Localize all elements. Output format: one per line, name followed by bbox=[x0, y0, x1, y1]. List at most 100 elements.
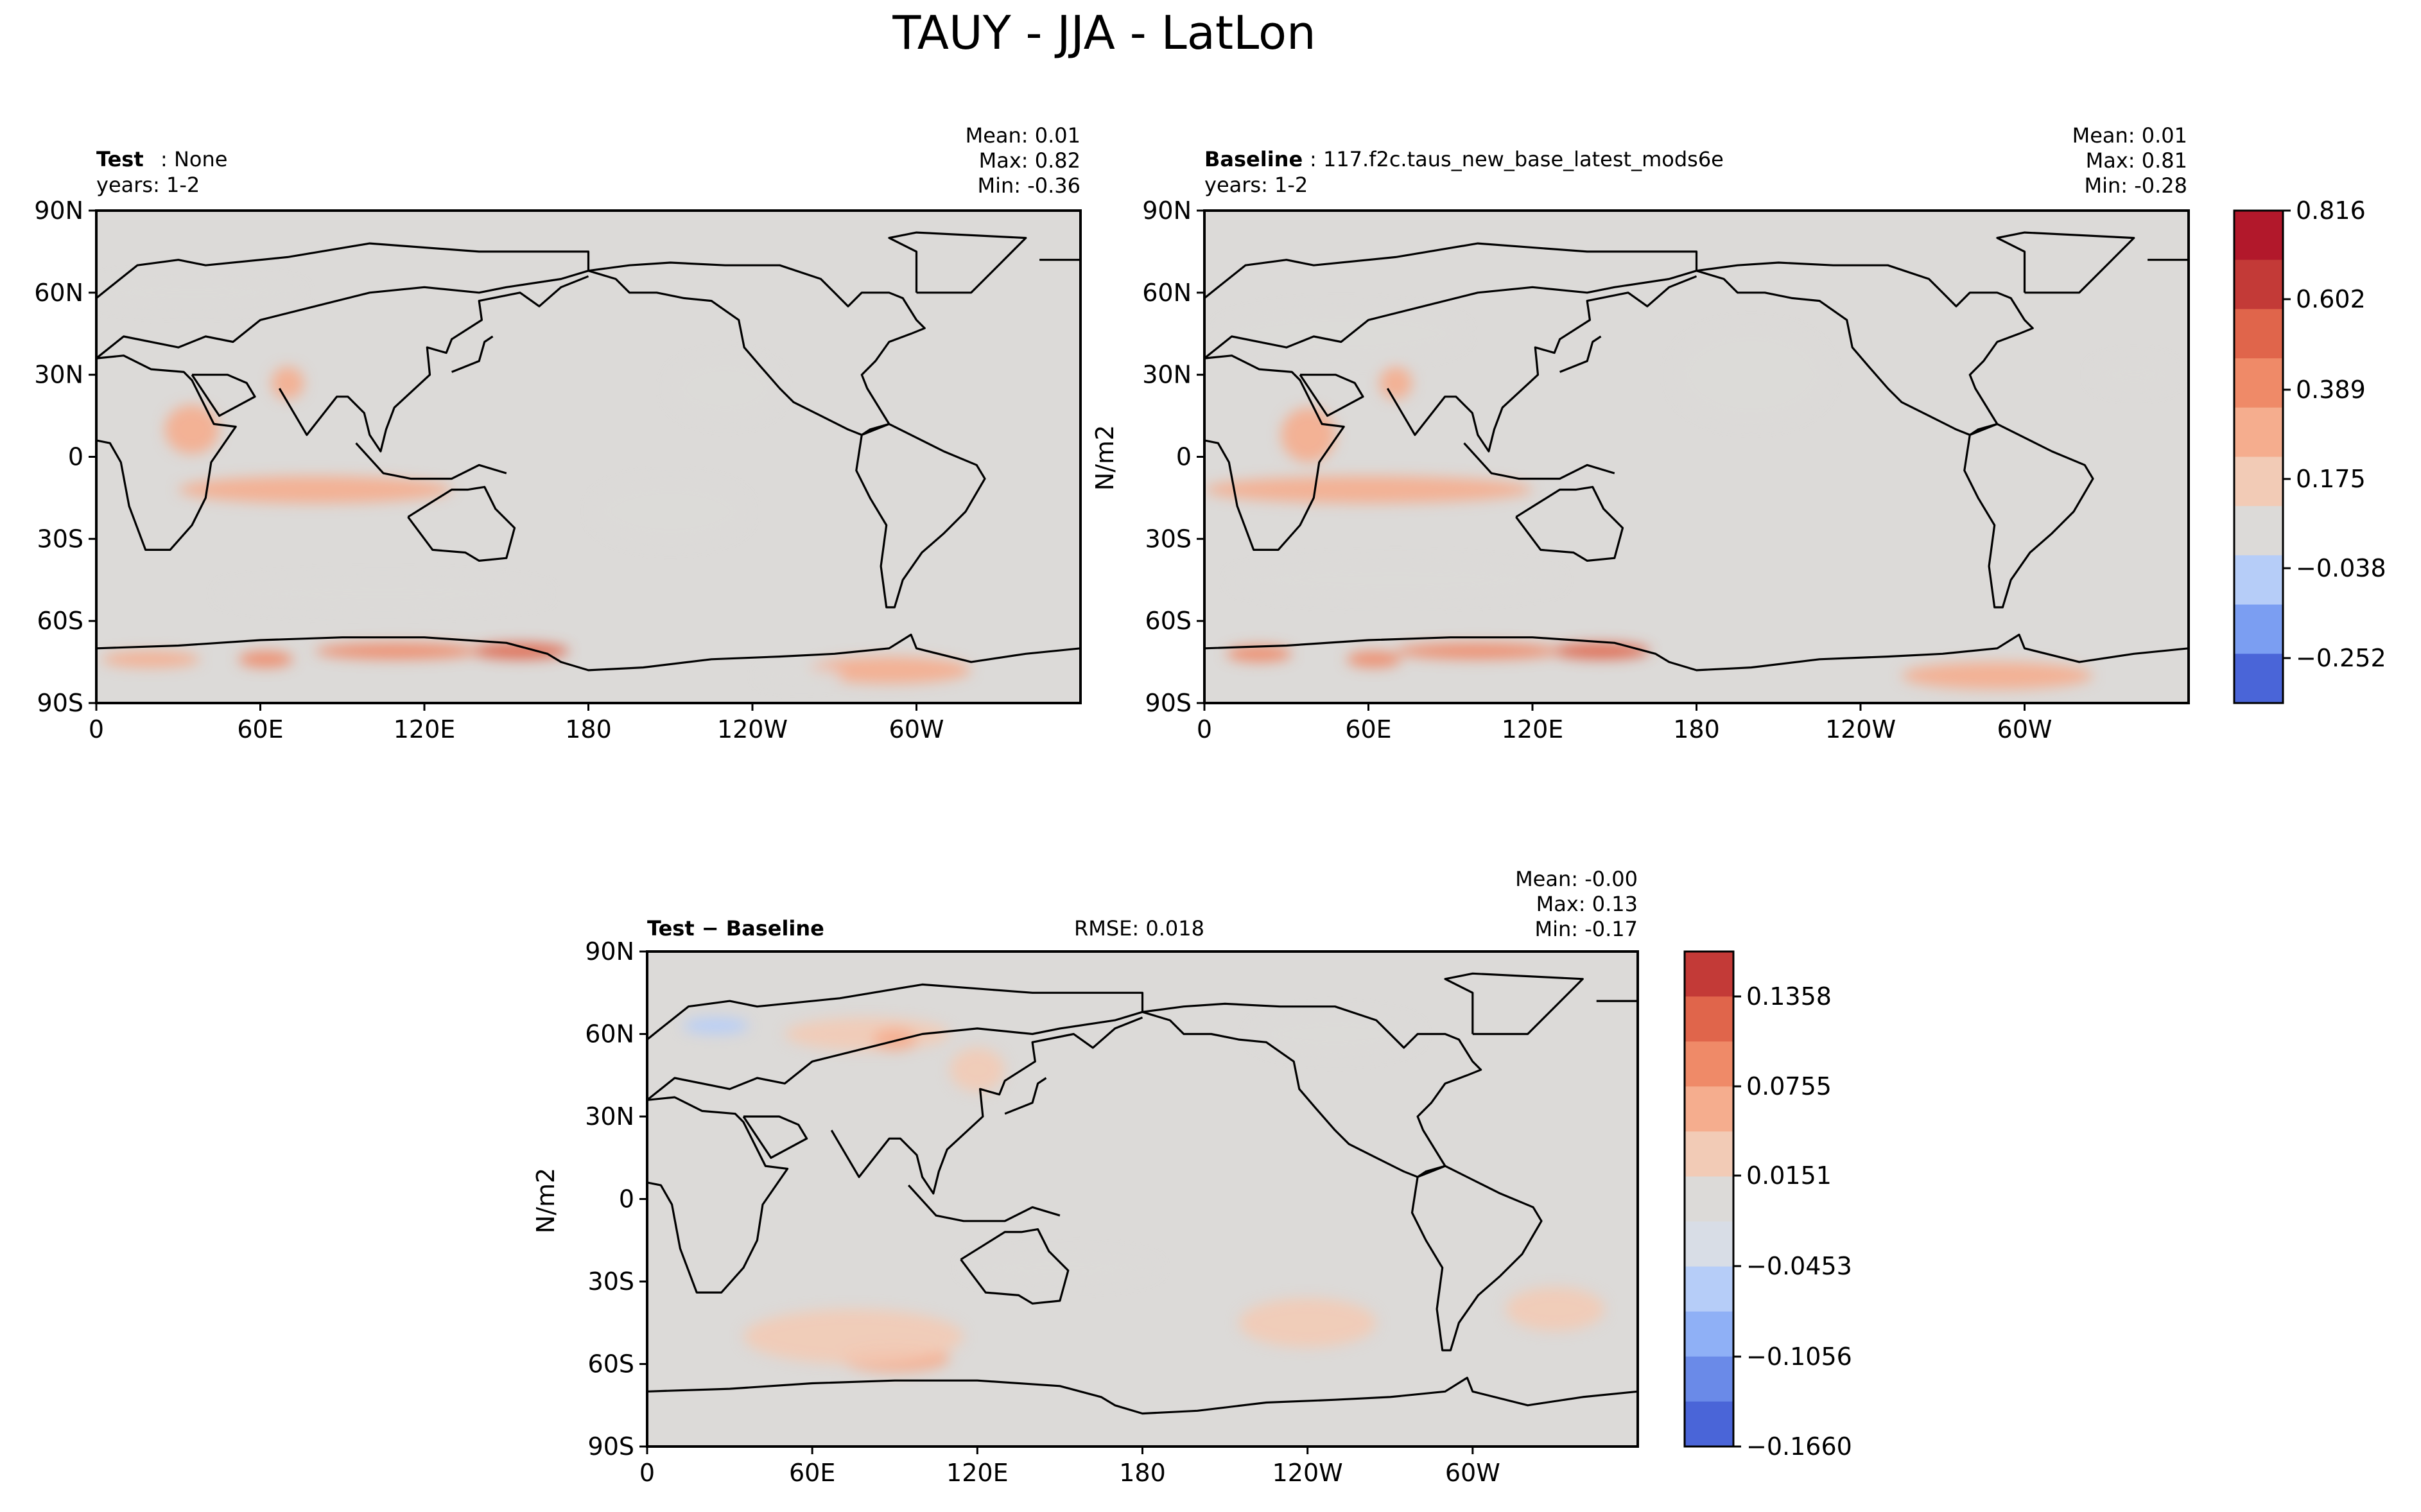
coastline bbox=[407, 485, 516, 562]
lon-tick-label: 0 bbox=[89, 715, 104, 743]
map-background bbox=[647, 952, 1638, 1447]
coastline bbox=[1515, 485, 1624, 562]
lat-tick-label: 60S bbox=[37, 607, 83, 635]
lat-tick-label: 90S bbox=[588, 1432, 634, 1461]
colorbar-tick-label: 0.602 bbox=[2296, 285, 2366, 313]
lon-tick-label: 120W bbox=[1825, 715, 1896, 743]
colorbar-segment bbox=[1685, 1176, 1733, 1222]
field-anomaly bbox=[271, 366, 304, 400]
colorbar-segment bbox=[2234, 506, 2283, 556]
lon-tick-label: 60E bbox=[1345, 715, 1391, 743]
lat-tick-label: 60S bbox=[1145, 607, 1192, 635]
colorbar-frame bbox=[1683, 950, 1735, 1448]
lat-tick-label: 30S bbox=[588, 1267, 634, 1296]
lat-tick-label: 60N bbox=[34, 279, 83, 307]
lon-tick-label: 60W bbox=[1445, 1459, 1500, 1487]
field-anomaly bbox=[1226, 645, 1292, 663]
baseline-max: Max: 0.81 bbox=[2086, 148, 2187, 173]
field-anomaly bbox=[1204, 476, 1532, 503]
coastline bbox=[855, 422, 986, 609]
lon-tick-label: 60E bbox=[237, 715, 283, 743]
lat-tick-label: 30N bbox=[1142, 361, 1192, 389]
lon-tick-label: 120E bbox=[1502, 715, 1564, 743]
lon-tick-label: 0 bbox=[639, 1459, 655, 1487]
field-anomaly bbox=[238, 651, 293, 668]
colorbar-segment bbox=[2234, 358, 2283, 408]
coastline bbox=[1204, 354, 1345, 551]
colorbar-segment bbox=[1685, 1266, 1733, 1312]
colorbar-segment bbox=[1685, 952, 1733, 997]
field-anomaly bbox=[96, 276, 302, 309]
coastline bbox=[1386, 275, 1697, 453]
field-anomaly bbox=[2092, 358, 2175, 392]
colorbar-segment bbox=[2234, 407, 2283, 457]
colorbar-segment bbox=[1685, 1401, 1733, 1447]
coastline bbox=[451, 335, 494, 373]
test-years: years: 1-2 bbox=[96, 173, 200, 197]
field-anomaly bbox=[1551, 643, 1651, 659]
diff-units: N/m2 bbox=[532, 1168, 560, 1233]
lon-tick-label: 180 bbox=[565, 715, 612, 743]
coastline bbox=[278, 275, 589, 453]
coastline bbox=[1963, 422, 2094, 609]
field-anomaly bbox=[471, 643, 569, 659]
figure-title: TAUY - JJA - LatLon bbox=[892, 6, 1315, 60]
field-anomaly bbox=[670, 355, 780, 422]
lon-tick-label: 120E bbox=[946, 1459, 1009, 1487]
lat-tick-label: 60N bbox=[1142, 279, 1192, 307]
colorbar-tick-label: 0.0151 bbox=[1746, 1161, 1832, 1190]
test-label-rest: : None bbox=[161, 147, 227, 171]
lat-tick-label: 90N bbox=[1142, 196, 1192, 225]
coastline bbox=[1142, 1002, 1482, 1178]
coastline bbox=[1204, 633, 2189, 672]
coastline bbox=[830, 1016, 1143, 1195]
lat-tick-label: 0 bbox=[619, 1185, 634, 1213]
field-anomaly bbox=[872, 1028, 917, 1051]
lon-tick-label: 180 bbox=[1673, 715, 1720, 743]
colorbar-segment bbox=[2234, 211, 2283, 261]
colorbar-segment bbox=[2234, 654, 2283, 704]
field-anomaly bbox=[1231, 560, 1560, 600]
colorbar-segment bbox=[1685, 1086, 1733, 1132]
baseline-min: Min: -0.28 bbox=[2084, 173, 2187, 198]
coastline bbox=[1696, 261, 2034, 436]
diff-mean: Mean: -0.00 bbox=[1515, 867, 1638, 891]
colorbar-tick-label: −0.0453 bbox=[1746, 1252, 1852, 1280]
lat-tick-label: 90S bbox=[1145, 689, 1192, 717]
colorbar-tick-label: 0.175 bbox=[2296, 465, 2366, 493]
coastline bbox=[888, 231, 1027, 294]
colorbar-tick-label: −0.038 bbox=[2296, 554, 2386, 582]
coastline bbox=[588, 261, 926, 436]
field-anomaly bbox=[178, 476, 452, 503]
colorbar-main: 0.816 0.602 0.389 0.175 −0.038 −0.252 bbox=[2233, 196, 2386, 704]
colorbar-segment bbox=[1685, 1041, 1733, 1087]
field-anomaly bbox=[1238, 1298, 1376, 1348]
lon-tick-label: 60W bbox=[889, 715, 944, 743]
colorbar-segment bbox=[2234, 259, 2283, 309]
coastline bbox=[647, 1096, 789, 1294]
colorbar-segment bbox=[1685, 1356, 1733, 1402]
lat-tick-label: 30S bbox=[37, 525, 83, 553]
lat-tick-label: 90N bbox=[34, 196, 83, 225]
baseline-mean: Mean: 0.01 bbox=[2072, 123, 2187, 148]
lat-tick-label: 90N bbox=[585, 937, 634, 966]
field-anomaly bbox=[101, 651, 200, 668]
field-anomaly bbox=[1396, 643, 1560, 659]
colorbar-tick-label: −0.1660 bbox=[1746, 1432, 1852, 1461]
colorbar-segment bbox=[1685, 996, 1733, 1042]
map-background bbox=[1204, 211, 2189, 703]
coastline bbox=[355, 442, 507, 480]
lat-tick-label: 0 bbox=[68, 443, 83, 471]
colorbar-segment bbox=[2234, 604, 2283, 654]
coastline bbox=[1204, 242, 1698, 360]
coastline bbox=[1410, 1165, 1543, 1351]
lat-tick-label: 90S bbox=[37, 689, 83, 717]
field-anomaly bbox=[1901, 662, 2093, 690]
lon-tick-label: 60W bbox=[1997, 715, 2052, 743]
test-mean: Mean: 0.01 bbox=[966, 123, 1080, 148]
field-anomaly bbox=[807, 656, 971, 684]
field-anomaly bbox=[743, 1308, 964, 1364]
field-anomaly bbox=[682, 1017, 749, 1034]
